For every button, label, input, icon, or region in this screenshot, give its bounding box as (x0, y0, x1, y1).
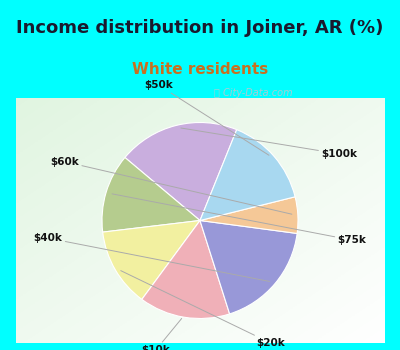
Wedge shape (200, 220, 297, 314)
Wedge shape (200, 197, 298, 233)
Wedge shape (142, 220, 230, 318)
Text: $60k: $60k (50, 157, 292, 214)
Text: $50k: $50k (144, 80, 269, 155)
Text: $20k: $20k (121, 271, 285, 348)
Wedge shape (102, 158, 200, 232)
Wedge shape (103, 220, 200, 299)
Text: $75k: $75k (112, 194, 366, 245)
Text: $10k: $10k (142, 318, 182, 350)
Text: Income distribution in Joiner, AR (%): Income distribution in Joiner, AR (%) (16, 19, 384, 37)
Wedge shape (200, 130, 295, 220)
Wedge shape (125, 122, 237, 220)
Text: White residents: White residents (132, 63, 268, 77)
Text: $100k: $100k (181, 128, 357, 159)
Text: $40k: $40k (34, 233, 270, 281)
Text: ⧖ City-Data.com: ⧖ City-Data.com (214, 88, 293, 98)
